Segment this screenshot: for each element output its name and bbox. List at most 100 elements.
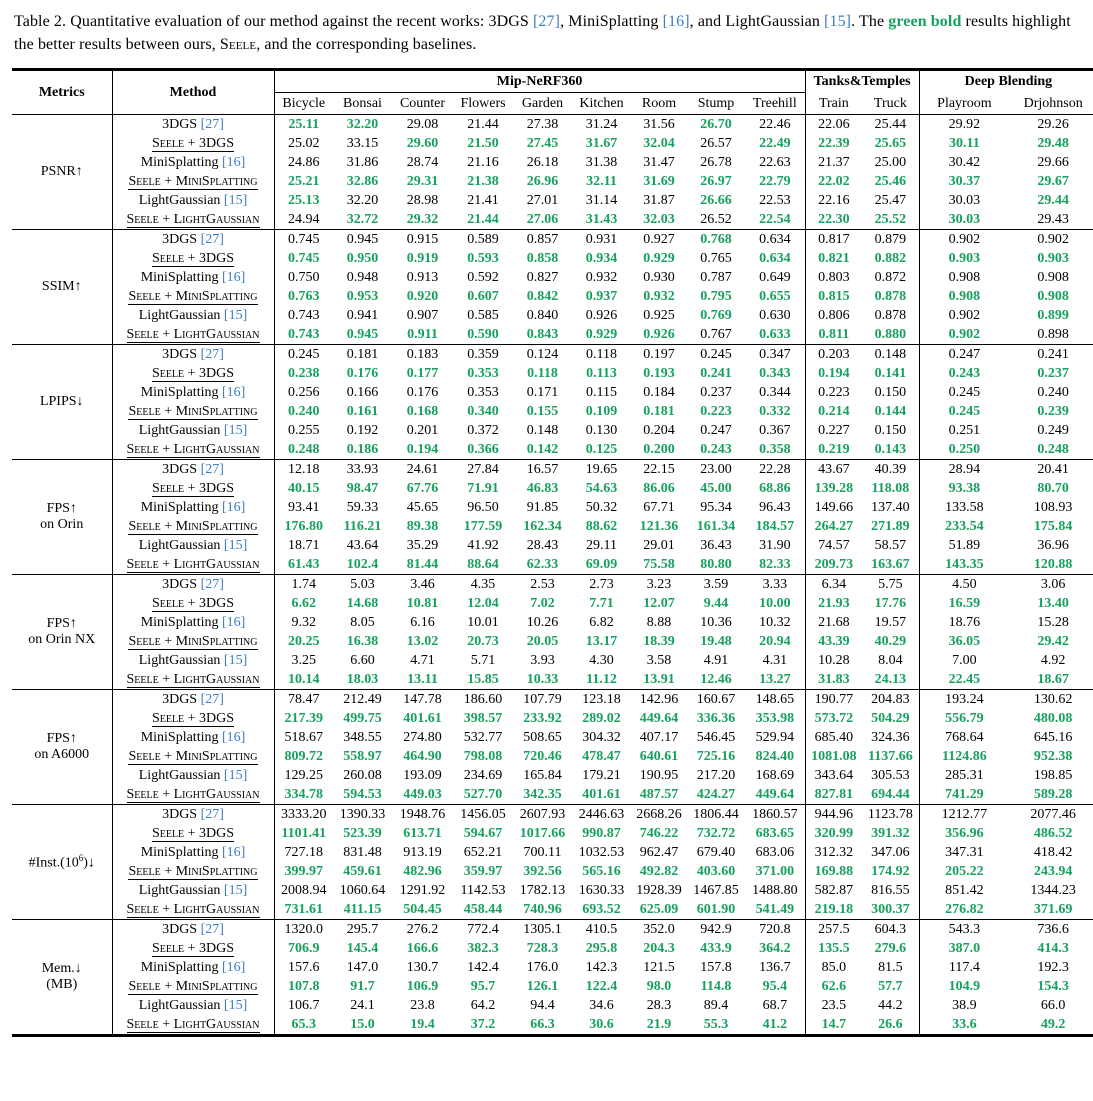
- metric-value-cell: 143.35: [918, 555, 1010, 575]
- method-name: 3DGS: [162, 346, 201, 362]
- metric-value-cell: 25.02: [288, 135, 320, 151]
- scene-header: Room: [631, 92, 687, 116]
- metric-value-cell: 29.44: [1037, 192, 1069, 208]
- metric-value-cell: 13.91: [643, 671, 675, 687]
- metric-value-cell: 243.94: [1033, 863, 1073, 879]
- method-name: MiniSplatting: [140, 384, 222, 400]
- citation-link[interactable]: [15]: [223, 997, 248, 1013]
- metric-value-cell: 685.40: [804, 728, 863, 748]
- metric-value-cell: 0.204: [643, 422, 675, 438]
- citation-link[interactable]: [27]: [200, 116, 224, 132]
- metric-value-cell: 31.83: [804, 670, 863, 690]
- metric-value-cell: 0.827: [526, 269, 559, 285]
- citation-link[interactable]: [27]: [200, 461, 224, 477]
- metric-value-cell: 1630.33: [578, 882, 625, 898]
- caption-text: green bold: [888, 13, 962, 30]
- scene-header: Garden: [513, 92, 572, 116]
- citation-link[interactable]: [15]: [223, 537, 248, 553]
- metric-value-cell: 300.37: [871, 901, 910, 917]
- caption-text: Seele: [219, 36, 257, 54]
- method-label: 3DGS [27]: [112, 459, 275, 480]
- citation-link[interactable]: [15]: [223, 882, 248, 898]
- method-label: MiniSplatting [16]: [112, 383, 275, 403]
- citation-link[interactable]: [27]: [200, 231, 224, 247]
- method-label: LightGaussian [15]: [112, 651, 275, 671]
- metric-value-cell: 162.34: [523, 518, 562, 534]
- citation-link[interactable]: [16]: [221, 959, 246, 975]
- metric-value-cell: 0.245: [918, 402, 1010, 422]
- metric-value-cell: 0.181: [643, 403, 675, 419]
- citation-link[interactable]: [27]: [200, 691, 224, 707]
- metric-value-cell: 0.183: [392, 344, 453, 365]
- citation-link[interactable]: [27]: [200, 921, 224, 937]
- citation-link[interactable]: [27]: [200, 576, 224, 592]
- metric-value-cell: 1060.64: [339, 882, 386, 898]
- table-row: Seele + LightGaussian 65.3 15.0 19.4 37.2 66.…: [12, 1015, 1093, 1036]
- metric-value-cell: 990.87: [582, 825, 621, 841]
- metric-value-cell: 21.68: [804, 613, 863, 633]
- metric-block: LPIPS↓ 3DGS [27] 0.245 0.181 0.183 0.359 0.124…: [12, 344, 1093, 460]
- metric-value-cell: 4.92: [1040, 652, 1066, 668]
- metric-value-cell: 0.750: [288, 269, 320, 285]
- method-name: LightGaussian: [138, 192, 224, 208]
- citation-link[interactable]: [27]: [533, 13, 561, 30]
- method-label: Seele + 3DGS: [112, 134, 275, 154]
- citation-link[interactable]: [27]: [200, 346, 224, 362]
- metric-value-cell: 121.36: [639, 518, 679, 534]
- citation-link[interactable]: [15]: [223, 767, 248, 783]
- metric-value-cell: 1212.77: [918, 804, 1010, 825]
- method-name: MiniSplatting: [140, 729, 222, 745]
- citation-link[interactable]: [16]: [221, 154, 246, 170]
- citation-link[interactable]: [15]: [223, 307, 248, 323]
- citation-link[interactable]: [16]: [221, 729, 246, 745]
- method-label: 3DGS [27]: [112, 229, 275, 250]
- metric-value-cell: 0.649: [759, 269, 791, 285]
- metric-value-cell: 0.340: [467, 403, 499, 419]
- citation-link[interactable]: [16]: [662, 13, 690, 30]
- metric-value-cell: 19.57: [874, 614, 907, 630]
- metric-value-cell: 8.88: [646, 614, 672, 630]
- metric-value-cell: 62.6: [804, 977, 863, 997]
- metric-value-cell: 401.61: [403, 710, 442, 726]
- metric-value-cell: 31.38: [585, 154, 618, 170]
- metric-value-cell: 0.908: [918, 287, 1010, 307]
- metric-value-cell: 27.01: [526, 192, 559, 208]
- citation-link[interactable]: [15]: [223, 422, 248, 438]
- citation-link[interactable]: [16]: [221, 499, 246, 515]
- metric-value-cell: 45.65: [406, 499, 439, 515]
- caption-text: , MiniSplatting: [560, 13, 663, 30]
- metric-value-cell: 24.1: [350, 997, 375, 1013]
- metric-value-cell: 32.20: [333, 114, 392, 135]
- metric-value-cell: 81.5: [878, 959, 903, 975]
- citation-link[interactable]: [15]: [223, 652, 248, 668]
- metric-value-cell: 0.934: [585, 250, 618, 266]
- citation-link[interactable]: [16]: [221, 844, 246, 860]
- metric-value-cell: 486.52: [1033, 825, 1073, 841]
- metric-value-cell: 20.94: [759, 633, 791, 649]
- metric-value-cell: 36.43: [700, 537, 732, 553]
- table-row: Seele + 3DGS 1101.41 523.39 613.71 594.67 101…: [12, 824, 1093, 844]
- metric-value-cell: 25.13: [288, 192, 320, 208]
- metric-value-cell: 23.00: [687, 459, 745, 480]
- table-header: Metrics Method Mip-NeRF360 Tanks&Temples D…: [12, 69, 1093, 116]
- metric-value-cell: 85.0: [804, 958, 863, 978]
- metric-value-cell: 21.93: [804, 594, 863, 614]
- metric-value-cell: 1291.92: [399, 882, 446, 898]
- metric-value-cell: 0.186: [346, 441, 379, 457]
- metric-value-cell: 10.00: [759, 595, 791, 611]
- citation-link[interactable]: [16]: [221, 269, 246, 285]
- method-label: Seele + 3DGS: [112, 939, 275, 959]
- metric-value-cell: 30.03: [918, 191, 1010, 211]
- method-label: Seele + LightGaussian: [112, 785, 275, 805]
- caption-text: Table 2. Quantitative evaluation of our …: [14, 13, 533, 30]
- metric-value-cell: 0.243: [700, 441, 732, 457]
- citation-link[interactable]: [27]: [200, 806, 224, 822]
- citation-link[interactable]: [16]: [221, 384, 246, 400]
- citation-link[interactable]: [16]: [221, 614, 246, 630]
- metric-value-cell: 0.911: [407, 326, 438, 342]
- citation-link[interactable]: [15]: [824, 13, 852, 30]
- citation-link[interactable]: [15]: [223, 192, 248, 208]
- metric-value-cell: 1081.08: [804, 747, 863, 767]
- metric-value-cell: 336.36: [696, 710, 736, 726]
- metric-value-cell: 601.90: [696, 901, 736, 917]
